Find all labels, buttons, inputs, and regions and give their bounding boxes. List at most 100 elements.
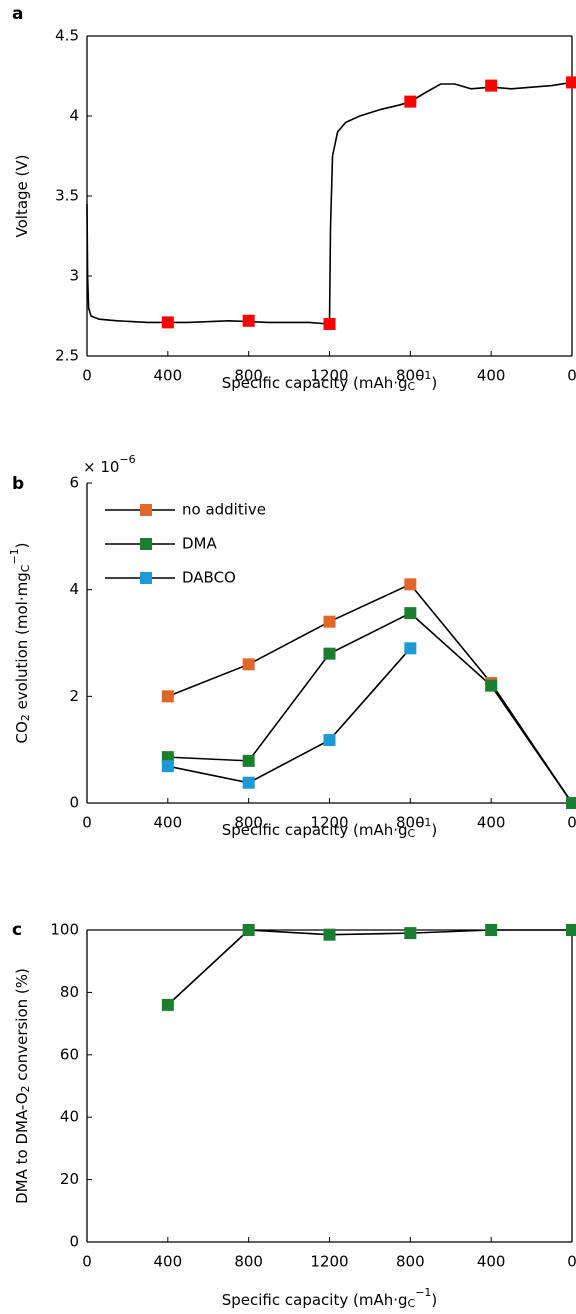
- x-axis-label-part: Specific capacity (mAh·g: [222, 1291, 408, 1309]
- y-axis-label: CO2 evolution (mol·mgC−1): [8, 543, 31, 744]
- x-axis-label-part: C: [408, 827, 416, 840]
- panel-label: c: [12, 920, 22, 940]
- y-tick-label: 20: [60, 1170, 79, 1188]
- data-point: [485, 924, 498, 936]
- x-axis-label-part: ): [431, 1291, 437, 1309]
- x-tick-label: 400: [154, 1253, 183, 1271]
- x-axis-label-part: ): [431, 821, 437, 839]
- y-tick-label: 4: [69, 107, 79, 125]
- series-line: [167, 612, 573, 804]
- y-tick-label: 0: [69, 1233, 79, 1251]
- x-tick-label: 800: [234, 814, 263, 832]
- x-tick-label: 400: [477, 814, 506, 832]
- y-tick-label: 0: [69, 794, 79, 812]
- axis-multiplier-part: × 10: [83, 458, 119, 476]
- data-point: [242, 776, 255, 789]
- y-tick-label: 6: [69, 474, 79, 492]
- y-axis-label-part: ): [13, 543, 31, 549]
- y-tick-label: 4: [69, 580, 79, 598]
- data-point: [323, 647, 336, 660]
- y-axis-label-part: CO: [13, 721, 31, 743]
- data-point: [323, 615, 336, 628]
- x-axis-label: Specific capacity (mAh·gC−1): [222, 1286, 438, 1309]
- x-axis-label-part: C: [408, 380, 416, 393]
- legend-label: no additive: [182, 501, 266, 519]
- series-line: [167, 929, 572, 1006]
- data-point: [323, 734, 336, 747]
- y-axis-label-part: 2: [19, 714, 32, 721]
- x-axis-label-part: Specific capacity (mAh·g: [222, 374, 408, 392]
- series-line: [86, 81, 573, 325]
- legend-label: DMA: [182, 535, 217, 553]
- y-tick-label: 4.5: [55, 27, 79, 45]
- y-tick-label: 3.5: [55, 187, 79, 205]
- panel-label: b: [12, 474, 24, 494]
- data-point: [404, 95, 417, 108]
- x-tick-label: 800: [396, 1253, 425, 1271]
- data-point: [566, 924, 576, 936]
- x-tick-label: 800: [234, 1253, 263, 1271]
- data-point: [242, 658, 255, 671]
- data-point: [485, 679, 498, 692]
- x-tick-label: 800: [234, 367, 263, 385]
- y-axis-label-part: Voltage (V): [13, 155, 31, 238]
- data-point: [242, 754, 255, 767]
- y-axis-label-part: conversion (%): [13, 968, 31, 1085]
- axis-multiplier: × 10−6: [83, 453, 136, 475]
- x-tick-label: 800: [396, 814, 425, 832]
- data-point: [161, 760, 174, 773]
- legend-marker: [140, 538, 152, 550]
- data-point: [161, 316, 174, 329]
- x-axis-label-part: −1: [415, 369, 431, 382]
- y-tick-label: 80: [60, 983, 79, 1001]
- x-tick-label: 0: [82, 367, 92, 385]
- legend-marker: [140, 572, 152, 584]
- x-axis-label-part: −1: [415, 816, 431, 829]
- y-axis-label-part: C: [19, 564, 32, 572]
- legend-marker: [140, 504, 152, 516]
- x-tick-label: 1200: [310, 367, 348, 385]
- x-tick-label: 1200: [310, 814, 348, 832]
- x-tick-label: 0: [567, 367, 576, 385]
- axis-multiplier-part: −6: [119, 453, 135, 466]
- data-point: [323, 318, 336, 330]
- y-tick-label: 40: [60, 1108, 79, 1126]
- y-axis-label: DMA to DMA-O2 conversion (%): [13, 968, 32, 1204]
- x-axis-label: Specific capacity (mAh·gC−1): [222, 816, 438, 839]
- x-tick-label: 400: [477, 1253, 506, 1271]
- y-axis-label-part: 2: [19, 1085, 32, 1092]
- y-axis-label-part: DMA to DMA-O: [13, 1092, 31, 1203]
- y-axis-label: Voltage (V): [13, 155, 31, 238]
- x-tick-label: 0: [567, 1253, 576, 1271]
- data-point: [161, 690, 174, 703]
- y-axis-label-part: evolution (mol·mg: [13, 572, 31, 714]
- y-tick-label: 100: [50, 921, 79, 939]
- data-point: [161, 751, 174, 764]
- x-axis-label-part: Specific capacity (mAh·g: [222, 821, 408, 839]
- data-point: [323, 928, 336, 941]
- legend-label: DABCO: [182, 569, 236, 587]
- x-tick-label: 800: [396, 367, 425, 385]
- y-tick-label: 60: [60, 1045, 79, 1063]
- x-tick-label: 400: [154, 367, 183, 385]
- x-tick-label: 400: [154, 814, 183, 832]
- data-point: [161, 998, 174, 1011]
- data-point: [404, 607, 417, 620]
- data-point: [404, 642, 417, 655]
- data-point: [566, 797, 576, 809]
- x-tick-label: 0: [567, 814, 576, 832]
- series-line: [167, 583, 573, 804]
- x-axis-label-part: C: [408, 1297, 416, 1310]
- data-point: [242, 924, 255, 936]
- y-tick-label: 3: [69, 267, 79, 285]
- data-point: [404, 927, 417, 940]
- x-tick-label: 0: [82, 814, 92, 832]
- x-axis-label-part: −1: [415, 1286, 431, 1299]
- x-axis-label-part: ): [431, 374, 437, 392]
- data-point: [404, 578, 417, 591]
- y-tick-label: 2.5: [55, 347, 79, 365]
- series-line: [167, 647, 411, 784]
- panel-label: a: [12, 4, 23, 24]
